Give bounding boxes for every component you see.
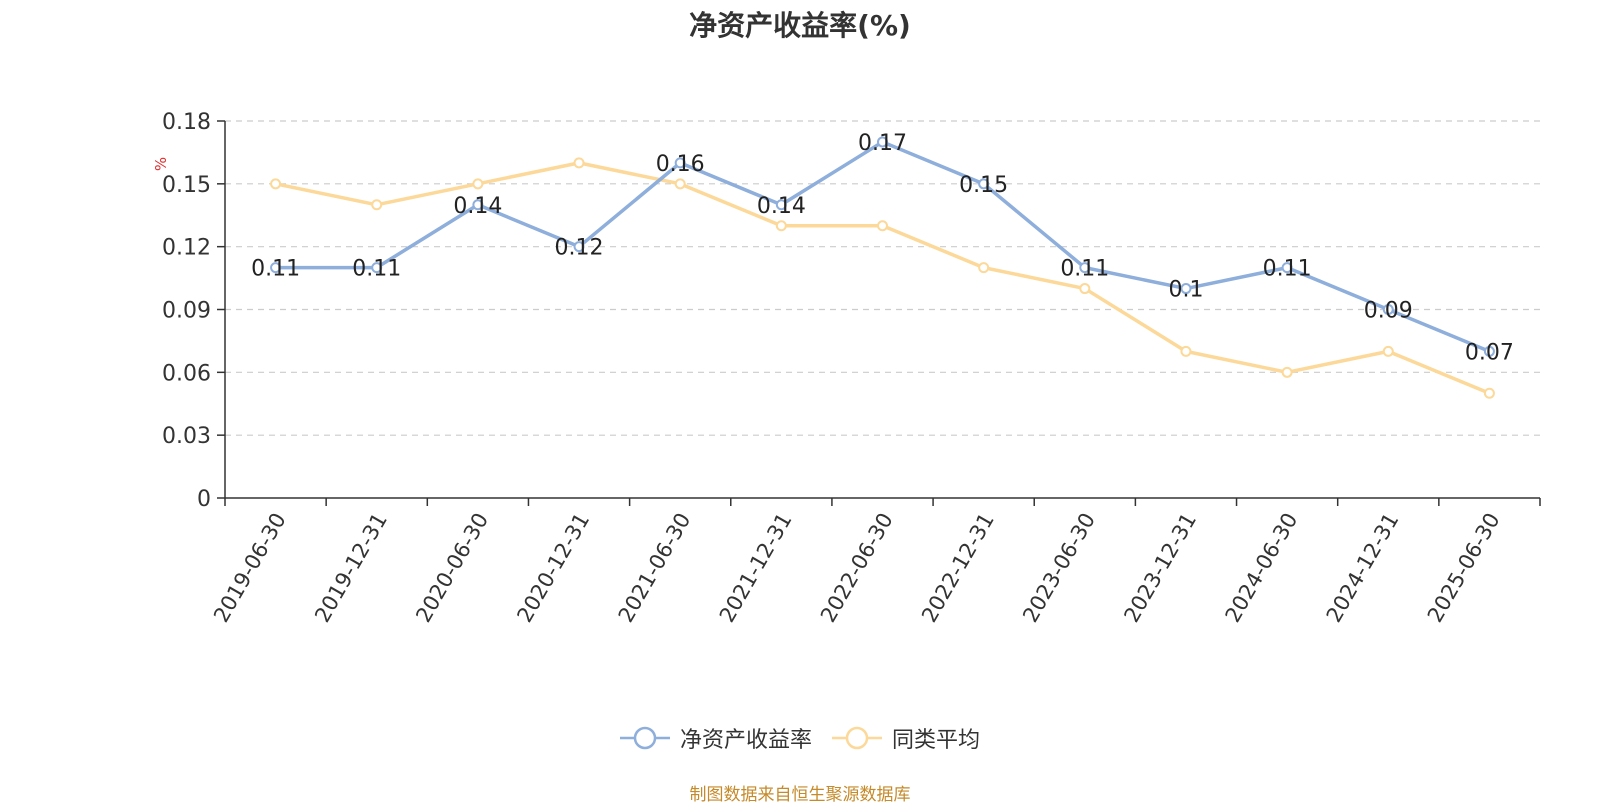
x-tick-label: 2025-06-30	[1423, 509, 1505, 627]
data-point	[978, 178, 990, 190]
data-point	[1079, 262, 1091, 274]
legend-label: 净资产收益率	[679, 728, 812, 753]
y-tick-label: 0.09	[162, 299, 211, 324]
source-note: 制图数据来自恒生聚源数据库	[689, 785, 911, 805]
data-label: 0.11	[251, 257, 300, 282]
data-point	[1483, 387, 1495, 399]
legend-marker-icon	[832, 726, 882, 750]
data-point	[1281, 366, 1293, 378]
data-point	[674, 178, 686, 190]
series-lines	[270, 136, 1495, 399]
data-point	[371, 262, 383, 274]
x-tick-label: 2022-06-30	[816, 509, 898, 627]
data-point	[472, 178, 484, 190]
data-label: 0.11	[1263, 257, 1312, 282]
data-label: 0.15	[959, 173, 1008, 198]
data-point	[1483, 345, 1495, 357]
y-tick-label: 0.03	[162, 424, 211, 449]
axes: 0 0.03 0.06 0.09 0.12 0.15 0.18% 2019-06-30 2019…	[152, 110, 1541, 627]
data-point	[978, 262, 990, 274]
data-point	[371, 199, 383, 211]
grid-lines	[225, 120, 1540, 436]
data-label: 0.11	[352, 257, 401, 282]
y-tick-label: 0.18	[162, 110, 211, 135]
data-point	[1382, 345, 1394, 357]
data-label: 0.14	[453, 194, 502, 219]
legend-item[interactable]: 净资产收益率	[619, 722, 812, 754]
data-point	[1281, 262, 1293, 274]
data-label: 0.14	[757, 194, 806, 219]
data-point	[775, 199, 787, 211]
y-tick-label: 0.15	[162, 173, 211, 198]
chart-title: 净资产收益率(%)	[689, 9, 911, 42]
data-label: 0.16	[656, 152, 705, 177]
data-label: 0.07	[1465, 340, 1514, 365]
x-tick-label: 2020-12-31	[512, 509, 594, 627]
data-point	[1079, 283, 1091, 295]
y-tick-label: 0.06	[162, 361, 211, 386]
data-point	[1382, 304, 1394, 315]
data-label: 0.11	[1060, 257, 1109, 282]
y-axis-label: %	[152, 157, 170, 171]
x-tick-label: 2024-06-30	[1221, 509, 1303, 627]
data-point	[573, 241, 585, 253]
data-label: 0.1	[1168, 278, 1203, 303]
data-label: 0.17	[858, 131, 907, 156]
x-tick-label: 2022-12-31	[917, 509, 999, 627]
x-tick-label: 2021-12-31	[715, 509, 797, 627]
data-point	[270, 178, 282, 190]
x-tick-label: 2021-06-30	[614, 509, 696, 627]
x-tick-label: 2024-12-31	[1322, 509, 1404, 627]
x-tick-label: 2019-12-31	[310, 509, 392, 627]
data-labels: 0.11 0.11 0.14 0.12 0.16 0.14 0.17 0.15 0.11 0.1 0…	[251, 131, 1514, 365]
legend: 净资产收益率 同类平均	[0, 722, 1600, 754]
y-tick-label: 0.12	[162, 236, 211, 261]
data-point	[775, 220, 787, 232]
data-point	[1180, 283, 1192, 295]
x-tick-label: 2023-06-30	[1018, 509, 1100, 627]
x-tick-label: 2020-06-30	[411, 509, 493, 627]
data-point	[270, 262, 282, 274]
legend-label: 同类平均	[892, 728, 981, 753]
x-tick-label: 2023-12-31	[1119, 509, 1201, 627]
data-point	[877, 220, 888, 232]
data-point	[573, 157, 585, 169]
data-point	[472, 199, 484, 211]
y-tick-label: 0	[197, 487, 211, 512]
legend-marker-icon	[619, 726, 670, 750]
legend-item[interactable]: 同类平均	[832, 722, 980, 754]
data-point	[1180, 345, 1192, 357]
data-label: 0.09	[1364, 299, 1413, 324]
data-point	[877, 136, 888, 148]
x-tick-label: 2019-06-30	[209, 509, 291, 627]
data-label: 0.12	[555, 236, 604, 261]
data-point	[674, 157, 686, 169]
